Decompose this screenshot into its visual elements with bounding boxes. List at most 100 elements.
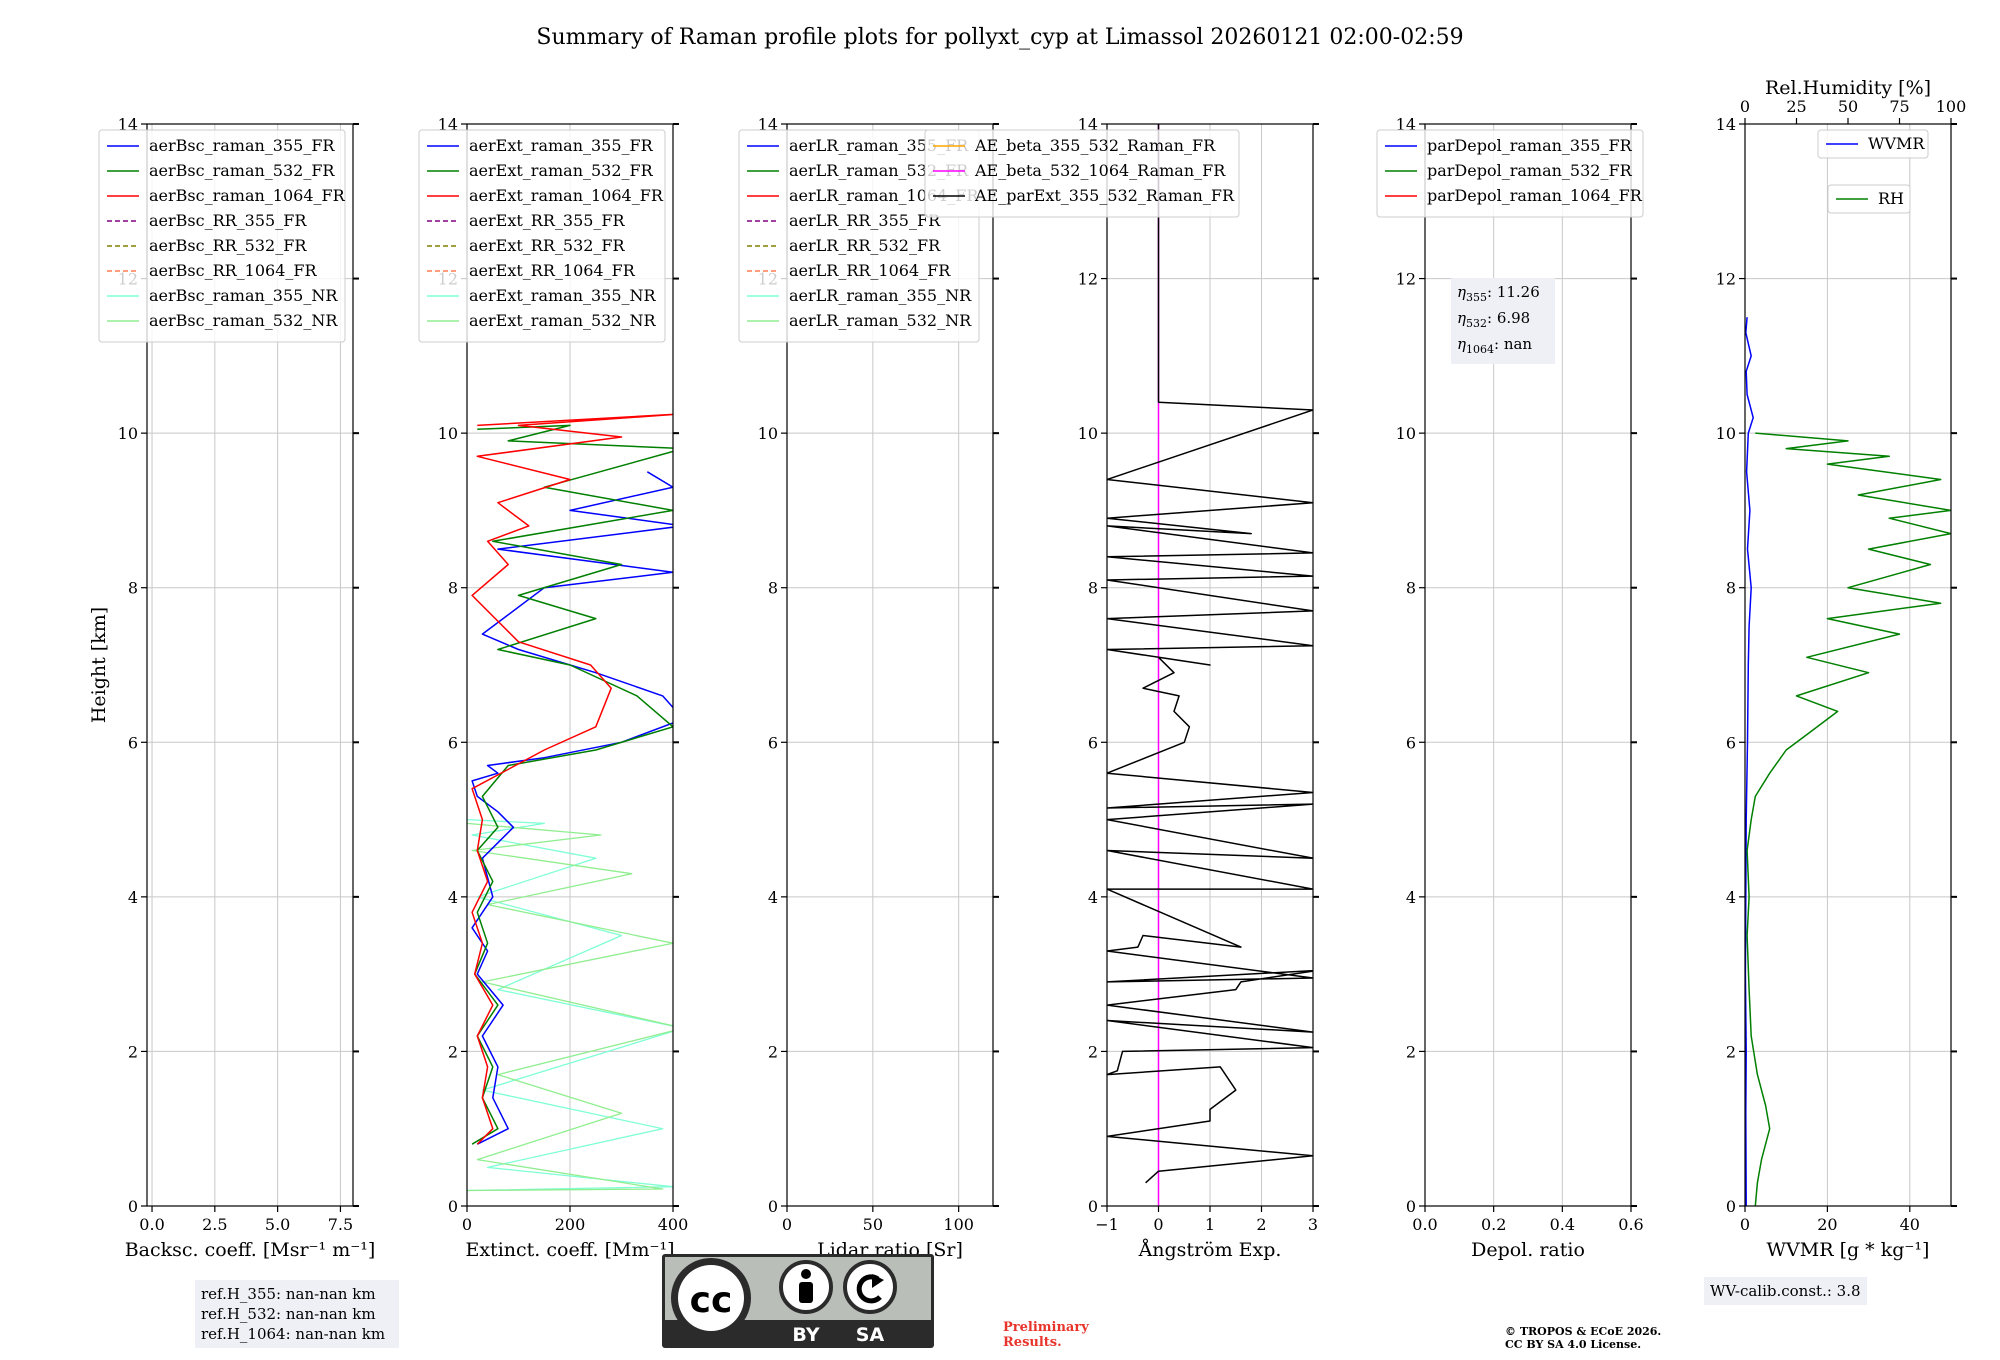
eta1064-value: : nan xyxy=(1494,335,1533,353)
legend-label: AE_parExt_355_532_Raman_FR xyxy=(974,186,1235,205)
panel-depol: 0.0 0.2 0.4 0.6 0 2 4 6 8 10 12 14 Depol. ratio parDe… xyxy=(1376,115,1644,1261)
eta1064-line: η1064: nan xyxy=(1457,335,1533,356)
legend-box xyxy=(738,129,980,343)
legend-label: aerExt_RR_355_FR xyxy=(469,211,626,230)
legend-box xyxy=(418,129,666,343)
y-axis-label: Height [km] xyxy=(88,607,110,723)
x-axis-label: Depol. ratio xyxy=(1471,1239,1585,1261)
legend-label: aerBsc_raman_532_NR xyxy=(149,311,338,330)
legend-box xyxy=(1817,129,1929,159)
series-group xyxy=(1745,317,1951,1206)
ref-h1064: ref.H_1064: nan-nan km xyxy=(201,1325,386,1343)
y-tick-label: 4 xyxy=(768,888,778,907)
legend-label: aerLR_raman_355_NR xyxy=(789,286,972,305)
series-line-RH xyxy=(1746,432,1951,1206)
series-line-aerExt_raman_1064_FR xyxy=(471,413,673,1145)
legend-label: AE_beta_355_532_Raman_FR xyxy=(974,136,1216,155)
x-tick-label: 0 xyxy=(782,1215,792,1234)
y-tick-label: 14 xyxy=(118,115,138,134)
legend-label: parDepol_raman_1064_FR xyxy=(1427,186,1643,205)
license-sa-label: SA xyxy=(856,1324,885,1346)
x-tick-label: 200 xyxy=(555,1215,586,1234)
y-tick-label: 14 xyxy=(1078,115,1098,134)
x-tick-label: 2 xyxy=(1256,1215,1266,1234)
legend-label: RH xyxy=(1878,189,1904,208)
x-tick-label: 3 xyxy=(1308,1215,1318,1234)
series-line-aerExt_raman_355_NR xyxy=(467,818,673,1192)
x-axis-label: Backsc. coeff. [Msr⁻¹ m⁻¹] xyxy=(125,1239,376,1261)
legend-label: aerExt_raman_1064_FR xyxy=(469,186,664,205)
legend: parDepol_raman_355_FR parDepol_raman_532_… xyxy=(1376,129,1644,218)
y-tick-label: 0 xyxy=(448,1197,458,1216)
legend-box xyxy=(924,129,1240,218)
x-axis-label: Ångström Exp. xyxy=(1138,1239,1282,1261)
wv-calib-box: WV-calib.const.: 3.8 xyxy=(1704,1277,1867,1305)
x2-tick-label: 75 xyxy=(1889,97,1909,116)
y-tick-label: 10 xyxy=(1396,424,1416,443)
legend-box xyxy=(98,129,346,343)
x-tick-label: 50 xyxy=(863,1215,883,1234)
y-tick-label: 6 xyxy=(1726,733,1736,752)
x-tick-label: 5.0 xyxy=(265,1215,290,1234)
x-tick-label: 7.5 xyxy=(328,1215,353,1234)
series-group xyxy=(1107,124,1313,1206)
y-tick-label: 4 xyxy=(448,888,458,907)
x-tick-label: 0.0 xyxy=(1412,1215,1437,1234)
preliminary-note-line1: Preliminary xyxy=(1003,1320,1089,1335)
y-tick-label: 4 xyxy=(128,888,138,907)
y-tick-label: 14 xyxy=(758,115,778,134)
cc-license-badge: cc BY SA xyxy=(662,1254,934,1348)
legend-label: aerExt_RR_1064_FR xyxy=(469,261,636,280)
y-tick-label: 10 xyxy=(438,424,458,443)
y-tick-label: 2 xyxy=(768,1042,778,1061)
legend-label: aerExt_raman_355_FR xyxy=(469,136,654,155)
legend-label: aerExt_raman_532_FR xyxy=(469,161,654,180)
figure-title: Summary of Raman profile plots for polly… xyxy=(536,25,1463,50)
x-tick-label: 100 xyxy=(943,1215,974,1234)
copyright-line1: © TROPOS & ECoE 2026. xyxy=(1505,1325,1661,1338)
y-tick-label: 14 xyxy=(1716,115,1736,134)
x2-tick-label: 100 xyxy=(1936,97,1967,116)
series-line-aerExt_raman_532_FR xyxy=(471,424,673,1145)
y-tick-label: 0 xyxy=(1726,1197,1736,1216)
y-tick-label: 6 xyxy=(448,733,458,752)
axes-frame xyxy=(786,123,994,1207)
ref-height-box: ref.H_355: nan-nan km ref.H_532: nan-nan… xyxy=(195,1280,399,1348)
y-tick-label: 8 xyxy=(448,579,458,598)
series-line-WVMR xyxy=(1745,317,1754,1206)
x-tick-label: 400 xyxy=(658,1215,689,1234)
x-tick-label: 0.6 xyxy=(1618,1215,1643,1234)
legend: aerBsc_raman_355_FR aerBsc_raman_532_FRae… xyxy=(98,129,346,343)
share-alike-icon xyxy=(843,1260,897,1314)
y-tick-label: 8 xyxy=(1406,579,1416,598)
y-tick-label: 14 xyxy=(1396,115,1416,134)
license-by-label: BY xyxy=(792,1324,819,1346)
y-tick-label: 12 xyxy=(1716,270,1736,289)
y-tick-label: 6 xyxy=(768,733,778,752)
eta355-value: : 11.26 xyxy=(1487,283,1540,301)
y-tick-label: 6 xyxy=(1088,733,1098,752)
y-tick-label: 2 xyxy=(128,1042,138,1061)
legend-label: aerExt_RR_532_FR xyxy=(469,236,626,255)
series-group xyxy=(467,413,673,1192)
y-tick-label: 0 xyxy=(128,1197,138,1216)
panel-wv: 0 20 40 0 2 4 6 8 10 12 14 WVMR [g * kg⁻¹] 0 25 50 75 10… xyxy=(1716,77,1967,1261)
x2-tick-label: 25 xyxy=(1786,97,1806,116)
y-tick-label: 2 xyxy=(1088,1042,1098,1061)
eta532-value: : 6.98 xyxy=(1487,309,1531,327)
cc-logo-text: cc xyxy=(690,1280,733,1321)
legend-label: aerLR_RR_532_FR xyxy=(789,236,941,255)
legend-label: aerBsc_RR_532_FR xyxy=(149,236,307,255)
legend-label: aerLR_RR_355_FR xyxy=(789,211,941,230)
x-tick-label: 0 xyxy=(1740,1215,1750,1234)
y-tick-label: 0 xyxy=(1406,1197,1416,1216)
legend: aerExt_raman_355_FR aerExt_raman_532_FRae… xyxy=(418,129,666,343)
legend-box xyxy=(1376,129,1644,218)
x-tick-label: −1 xyxy=(1095,1215,1119,1234)
y-tick-label: 12 xyxy=(1078,270,1098,289)
legend-box xyxy=(1827,184,1911,214)
y-tick-label: 12 xyxy=(1396,270,1416,289)
y-tick-label: 10 xyxy=(1078,424,1098,443)
